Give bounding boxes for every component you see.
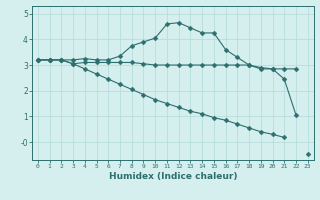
X-axis label: Humidex (Indice chaleur): Humidex (Indice chaleur): [108, 172, 237, 181]
